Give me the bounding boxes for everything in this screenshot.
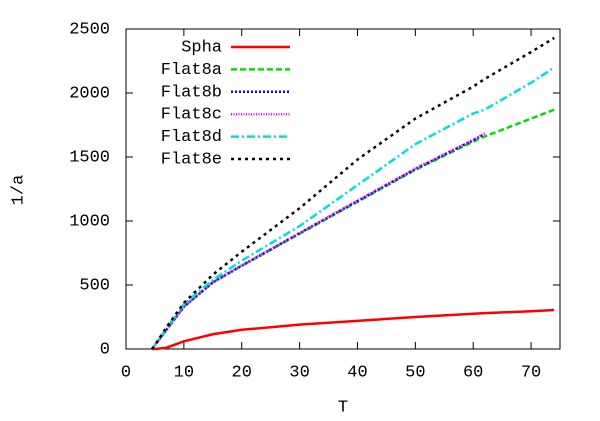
legend-label: Flat8c [161,106,222,125]
legend-label: Flat8e [161,150,222,169]
legend-label: Flat8b [161,83,222,102]
x-tick-label: 20 [232,363,252,382]
x-tick-label: 70 [521,363,541,382]
x-tick-label: 10 [174,363,194,382]
legend-label: Spha [181,38,222,57]
y-tick-label: 2000 [69,84,110,103]
x-tick-label: 30 [289,363,309,382]
series-line [152,308,555,351]
y-tick-label: 1500 [69,148,110,167]
series-line [151,66,555,350]
y-tick-label: 2500 [69,20,110,39]
plot-frame [125,28,561,350]
x-tick-label: 50 [405,363,425,382]
y-tick-label: 1000 [69,212,110,231]
y-axis-label: 1/a [9,175,28,206]
y-tick-label: 0 [100,340,110,359]
x-tick-label: 40 [347,363,367,382]
x-tick-label: 0 [121,363,131,382]
x-tick-label: 60 [463,363,483,382]
y-tick-label: 500 [79,276,110,295]
series-line [151,36,555,350]
legend-label: Flat8a [161,61,222,80]
x-axis-label: T [338,398,348,417]
legend-label: Flat8d [161,128,222,147]
